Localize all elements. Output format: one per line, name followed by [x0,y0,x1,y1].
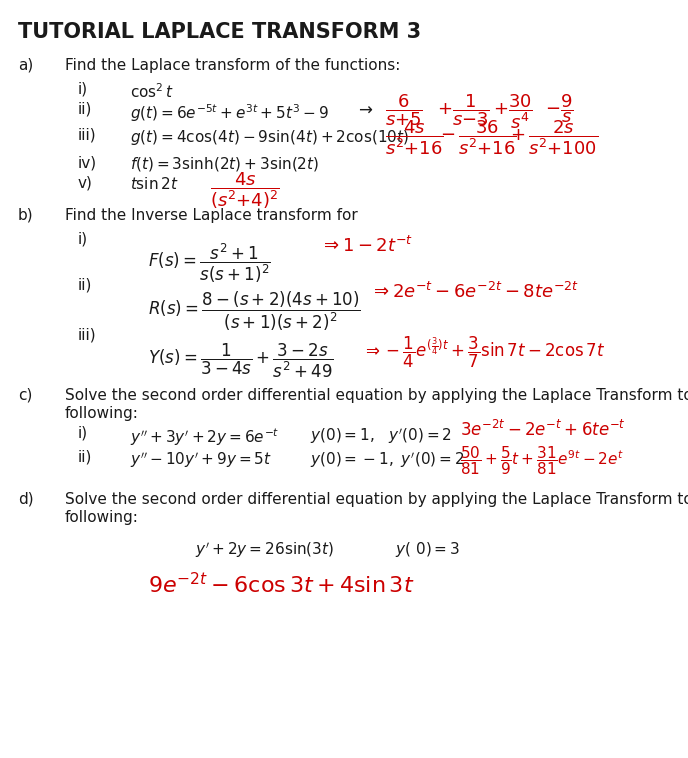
Text: $\dfrac{50}{81} + \dfrac{5}{9}t + \dfrac{31}{81}e^{9t} - 2e^{t}$: $\dfrac{50}{81} + \dfrac{5}{9}t + \dfrac… [460,444,624,477]
Text: $9e^{-2t} - 6\cos 3t + 4\sin 3t$: $9e^{-2t} - 6\cos 3t + 4\sin 3t$ [148,572,414,597]
Text: $+\dfrac{1}{s{-}3}$: $+\dfrac{1}{s{-}3}$ [437,92,490,127]
Text: c): c) [18,388,32,403]
Text: iii): iii) [78,128,96,143]
Text: $-\dfrac{9}{s}$: $-\dfrac{9}{s}$ [545,92,574,124]
Text: $\rightarrow$: $\rightarrow$ [355,100,374,118]
Text: ii): ii) [78,278,92,293]
Text: $g(t) = 6e^{-5t} + e^{3t} + 5t^3 - 9$: $g(t) = 6e^{-5t} + e^{3t} + 5t^3 - 9$ [130,102,329,124]
Text: $f(t) = 3\sinh(2t) + 3\sin(2t)$: $f(t) = 3\sinh(2t) + 3\sin(2t)$ [130,155,319,173]
Text: $+\dfrac{30}{s^4}$: $+\dfrac{30}{s^4}$ [493,92,533,130]
Text: $y'(0) = 2$: $y'(0) = 2$ [388,426,452,446]
Text: $+\,\dfrac{2s}{s^2{+}100}$: $+\,\dfrac{2s}{s^2{+}100}$ [510,118,598,157]
Text: d): d) [18,492,34,507]
Text: Solve the second order differential equation by applying the Laplace Transform t: Solve the second order differential equa… [65,388,688,403]
Text: $t\sin 2t$: $t\sin 2t$ [130,176,178,192]
Text: $-\,\dfrac{36}{s^2{+}16}$: $-\,\dfrac{36}{s^2{+}16}$ [440,118,517,157]
Text: $\dfrac{6}{s{+}5}$: $\dfrac{6}{s{+}5}$ [385,92,423,127]
Text: $\Rightarrow 1 - 2t^{-t}$: $\Rightarrow 1 - 2t^{-t}$ [320,236,413,256]
Text: i): i) [78,82,88,97]
Text: $\dfrac{4s}{s^2{+}16}$: $\dfrac{4s}{s^2{+}16}$ [385,118,444,157]
Text: ii): ii) [78,450,92,465]
Text: i): i) [78,426,88,441]
Text: following:: following: [65,406,139,421]
Text: ii): ii) [78,102,92,117]
Text: TUTORIAL LAPLACE TRANSFORM 3: TUTORIAL LAPLACE TRANSFORM 3 [18,22,421,42]
Text: b): b) [18,208,34,223]
Text: $\dfrac{4s}{(s^2{+}4)^2}$: $\dfrac{4s}{(s^2{+}4)^2}$ [210,170,280,211]
Text: i): i) [78,232,88,247]
Text: $y(0) = -1,\ y'(0) = 2$: $y(0) = -1,\ y'(0) = 2$ [310,450,464,470]
Text: $\cos^2 t$: $\cos^2 t$ [130,82,174,101]
Text: v): v) [78,176,93,191]
Text: Find the Inverse Laplace transform for: Find the Inverse Laplace transform for [65,208,358,223]
Text: $3e^{-2t} - 2e^{-t} + 6te^{-t}$: $3e^{-2t} - 2e^{-t} + 6te^{-t}$ [460,420,626,440]
Text: iii): iii) [78,328,96,343]
Text: $y'' + 3y' + 2y = 6e^{-t}$: $y'' + 3y' + 2y = 6e^{-t}$ [130,426,279,448]
Text: following:: following: [65,510,139,525]
Text: a): a) [18,58,33,73]
Text: $y(0) = 1,$: $y(0) = 1,$ [310,426,375,445]
Text: $y'' - 10y' + 9y = 5t$: $y'' - 10y' + 9y = 5t$ [130,450,272,470]
Text: iv): iv) [78,155,97,170]
Text: $\Rightarrow 2e^{-t} - 6e^{-2t} - 8te^{-2t}$: $\Rightarrow 2e^{-t} - 6e^{-2t} - 8te^{-… [370,282,579,302]
Text: $y' + 2y = 26\sin(3t)$: $y' + 2y = 26\sin(3t)$ [195,540,334,559]
Text: $F(s) = \dfrac{s^2+1}{s(s+1)^2}$: $F(s) = \dfrac{s^2+1}{s(s+1)^2}$ [148,242,271,286]
Text: $g(t) = 4\cos(4t) - 9\sin(4t) + 2\cos(10t)$: $g(t) = 4\cos(4t) - 9\sin(4t) + 2\cos(10… [130,128,409,147]
Text: $Y(s) = \dfrac{1}{3-4s} + \dfrac{3-2s}{s^2+49}$: $Y(s) = \dfrac{1}{3-4s} + \dfrac{3-2s}{s… [148,342,334,381]
Text: $R(s) = \dfrac{8-(s+2)(4s+10)}{(s+1)(s+2)^2}$: $R(s) = \dfrac{8-(s+2)(4s+10)}{(s+1)(s+2… [148,290,361,334]
Text: Find the Laplace transform of the functions:: Find the Laplace transform of the functi… [65,58,400,73]
Text: Solve the second order differential equation by applying the Laplace Transform t: Solve the second order differential equa… [65,492,688,507]
Text: $\Rightarrow -\dfrac{1}{4}e^{(\frac{3}{4})t} + \dfrac{3}{7}\sin 7t - 2\cos 7t$: $\Rightarrow -\dfrac{1}{4}e^{(\frac{3}{4… [362,335,605,370]
Text: $y(\ 0) = 3$: $y(\ 0) = 3$ [395,540,460,559]
